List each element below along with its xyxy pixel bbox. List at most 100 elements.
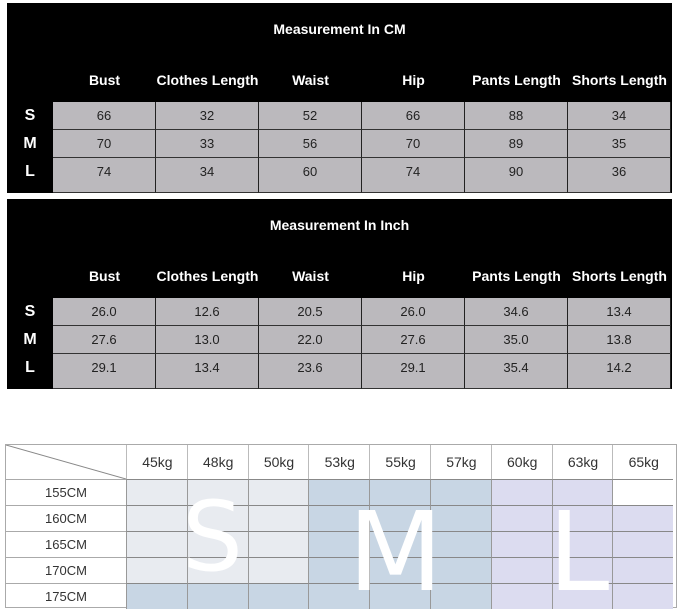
table-cell: 74 <box>53 158 156 193</box>
size-label: L <box>25 359 35 376</box>
weight-header: 50kg <box>247 445 310 479</box>
weight-header: 57kg <box>430 445 492 479</box>
table-cell: 14.2 <box>568 354 671 389</box>
size-cell <box>369 505 430 531</box>
size-cell <box>186 557 248 583</box>
column-header: Pants Length <box>472 71 561 88</box>
weight-header: 48kg <box>186 445 249 479</box>
size-cell <box>612 557 674 583</box>
size-cell <box>308 557 370 583</box>
size-cell <box>490 583 552 609</box>
inch-measurement-table: Measurement In Inch Bust Clothes Length Wai… <box>7 199 672 389</box>
column-header: Shorts Length <box>572 267 667 284</box>
size-cell <box>551 505 613 531</box>
table-cell: 88 <box>465 102 568 130</box>
size-cell <box>369 531 430 557</box>
table-cell: 90 <box>465 158 568 193</box>
size-cell <box>369 583 430 609</box>
column-header: Bust <box>88 71 121 88</box>
weight-header: 65kg <box>612 445 674 479</box>
column-header: Bust <box>88 267 121 284</box>
size-letter-s: S <box>182 481 243 593</box>
size-cell <box>551 479 613 505</box>
size-cell <box>490 479 552 505</box>
size-cell <box>490 505 552 531</box>
column-header: Waist <box>292 71 329 88</box>
table-cell: 13.8 <box>568 326 671 354</box>
height-label: 155CM <box>6 479 126 506</box>
size-label: M <box>23 135 37 152</box>
table-cell: 26.0 <box>362 298 465 326</box>
size-cell <box>612 583 674 609</box>
table-cell: 34 <box>568 102 671 130</box>
height-label: 165CM <box>6 531 126 558</box>
size-cell <box>430 531 491 557</box>
size-cell <box>369 479 430 505</box>
diagonal-divider <box>6 445 126 479</box>
weight-header: 53kg <box>308 445 370 479</box>
size-cell <box>308 505 370 531</box>
size-cell <box>186 505 248 531</box>
table-cell: 12.6 <box>156 298 259 326</box>
size-cell <box>308 583 370 609</box>
table-cell: 52 <box>259 102 362 130</box>
table-cell: 35.4 <box>465 354 568 389</box>
size-label: S <box>24 107 36 124</box>
size-cell <box>247 583 309 609</box>
weight-header: 55kg <box>369 445 431 479</box>
size-letter-m: M <box>348 488 443 616</box>
height-weight-size-table: 45kg 48kg 50kg 53kg 55kg 57kg 60kg 63kg 65kg 155C… <box>5 444 677 616</box>
table-cell: 74 <box>362 158 465 193</box>
size-cell <box>308 531 370 557</box>
table-cell: 34 <box>156 158 259 193</box>
column-header: Hip <box>402 71 425 88</box>
size-cell <box>126 583 187 609</box>
size-cell <box>612 479 674 505</box>
height-label: 160CM <box>6 505 126 532</box>
size-cell <box>186 583 248 609</box>
table-cell: 70 <box>362 130 465 158</box>
size-cell <box>247 557 309 583</box>
height-label: 175CM <box>6 583 126 610</box>
table-cell: 27.6 <box>362 326 465 354</box>
table-cell: 56 <box>259 130 362 158</box>
table-cell: 35 <box>568 130 671 158</box>
size-cell <box>430 557 491 583</box>
size-cell <box>186 479 248 505</box>
column-header: Clothes Length <box>156 267 259 284</box>
table-cell: 33 <box>156 130 259 158</box>
table-cell: 22.0 <box>259 326 362 354</box>
weight-header: 63kg <box>551 445 614 479</box>
size-cell <box>430 583 491 609</box>
table-cell: 32 <box>156 102 259 130</box>
table-cell: 34.6 <box>465 298 568 326</box>
size-cell <box>490 557 552 583</box>
size-cell <box>551 583 613 609</box>
size-cell <box>186 531 248 557</box>
size-cell <box>551 531 613 557</box>
table-cell: 26.0 <box>53 298 156 326</box>
size-cell <box>430 479 491 505</box>
size-cell <box>612 505 674 531</box>
size-cell <box>247 479 309 505</box>
weight-header: 60kg <box>490 445 553 479</box>
size-cell <box>247 531 309 557</box>
size-cell <box>551 557 613 583</box>
column-header: Hip <box>402 267 425 284</box>
column-header: Shorts Length <box>572 71 667 88</box>
size-cell <box>369 557 430 583</box>
size-cell <box>247 505 309 531</box>
table-cell: 13.0 <box>156 326 259 354</box>
size-cell <box>126 479 187 505</box>
size-cell <box>612 531 674 557</box>
table-cell: 66 <box>53 102 156 130</box>
table-cell: 70 <box>53 130 156 158</box>
table-cell: 89 <box>465 130 568 158</box>
size-cell <box>126 531 187 557</box>
size-cell <box>430 505 491 531</box>
weight-header: 45kg <box>126 445 188 479</box>
size-cell <box>126 557 187 583</box>
table-cell: 66 <box>362 102 465 130</box>
table-title: Measurement In CM <box>273 21 406 37</box>
table-cell: 20.5 <box>259 298 362 326</box>
